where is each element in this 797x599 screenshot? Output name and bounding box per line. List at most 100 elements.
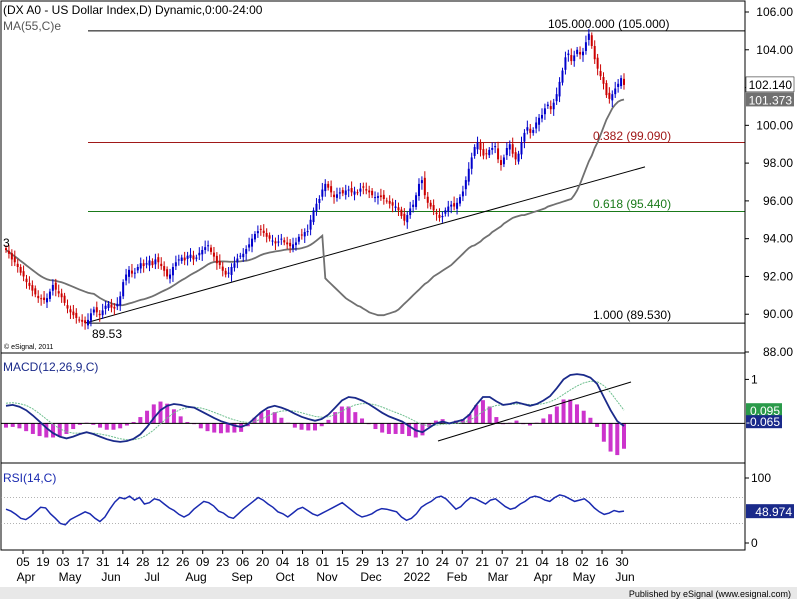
fib-382-label: 0.382 (99.090): [593, 129, 671, 143]
candle-body: [92, 309, 95, 313]
candle-body: [573, 55, 576, 62]
ma-last-tag: [746, 92, 794, 107]
date-day-label: 16: [595, 555, 609, 569]
candle-body: [81, 319, 84, 322]
candle-body: [374, 197, 377, 199]
candle-body: [543, 108, 546, 115]
candle-body: [376, 196, 379, 198]
date-day-label: 29: [356, 555, 370, 569]
date-day-label: 15: [336, 555, 350, 569]
macd-hist-bar: [373, 423, 378, 430]
candle-body: [529, 128, 532, 133]
candle-body: [151, 261, 154, 266]
candle-body: [429, 202, 432, 207]
candle-body: [321, 189, 324, 197]
candle-body: [502, 157, 505, 165]
candle-body: [204, 247, 207, 250]
macd-hist-bar: [118, 423, 123, 429]
candle-body: [602, 76, 605, 84]
candle-body: [567, 53, 570, 56]
macd-hist-bar: [487, 406, 492, 424]
macd-hist-bar: [433, 420, 438, 424]
low-price-label: 89.53: [92, 327, 122, 341]
candle-body: [198, 252, 201, 256]
candle-body: [517, 153, 520, 162]
date-day-label: 12: [156, 555, 170, 569]
date-day-label: 06: [236, 555, 250, 569]
candle-body: [614, 88, 617, 95]
candle-body: [78, 319, 81, 321]
candle-body: [169, 274, 172, 279]
candle-body: [461, 191, 464, 197]
candle-body: [371, 190, 374, 196]
candle-body: [227, 272, 230, 274]
candle-body: [417, 183, 420, 196]
candle-body: [51, 284, 54, 291]
macd-hist-bar: [259, 412, 264, 424]
macd-hist-bar: [494, 417, 499, 424]
candle-body: [139, 263, 142, 269]
candle-body: [245, 249, 248, 254]
candle-body: [265, 233, 268, 237]
candle-body: [119, 296, 122, 306]
candle-body: [400, 209, 403, 216]
candle-body: [251, 238, 254, 247]
macd-hist-bar: [71, 423, 76, 430]
candle-body: [133, 272, 136, 274]
candle-body: [309, 219, 312, 230]
date-month-label: 2022: [404, 570, 431, 584]
rsi-tick-label: 100: [751, 471, 771, 485]
candle-body: [605, 83, 608, 96]
candle-body: [499, 160, 502, 165]
edge-label: 3: [3, 236, 10, 250]
candle-body: [464, 180, 467, 190]
date-month-label: Jun: [615, 570, 634, 584]
candle-body: [148, 260, 151, 266]
candle-body: [497, 148, 500, 160]
rsi-guide-lines: [1, 497, 745, 524]
date-day-label: 28: [136, 555, 150, 569]
candle-body: [549, 106, 552, 110]
macd-hist-bar: [346, 406, 351, 424]
macd-hist-bar: [212, 423, 217, 433]
macd-hist-bar: [44, 423, 49, 438]
candle-body: [289, 242, 292, 247]
price-panel[interactable]: 105.000.000 (105.000) 0.382 (99.090) 0.6…: [0, 0, 746, 354]
candle-body: [306, 231, 309, 233]
candle-body: [128, 269, 131, 277]
candle-body: [136, 267, 139, 271]
macd-hist-bar: [124, 423, 129, 426]
macd-hist-bar: [151, 404, 156, 424]
macd-hist-bar: [319, 423, 324, 427]
candle-body: [89, 313, 92, 321]
price-tick-label: 90.00: [763, 307, 793, 321]
macd-hist-bar: [91, 423, 96, 425]
candle-body: [236, 258, 239, 263]
candle-body: [69, 309, 72, 313]
candle-body: [538, 117, 541, 125]
macd-hist-bar: [574, 404, 579, 424]
candle-body: [344, 190, 347, 195]
rsi-line: [5, 494, 625, 526]
date-day-label: 21: [476, 555, 490, 569]
macd-signal-line: [5, 380, 625, 441]
macd-hist-bar: [360, 418, 365, 424]
candle-body: [327, 183, 330, 188]
candle-body: [456, 202, 459, 209]
macd-hist-bar: [601, 423, 606, 442]
price-trendline: [84, 166, 646, 324]
candle-body: [201, 250, 204, 255]
macd-hist-bar: [218, 423, 223, 434]
candle-body: [494, 146, 497, 148]
candle-body: [54, 282, 57, 290]
candle-body: [485, 153, 488, 155]
price-trendline-path: [84, 166, 646, 324]
macd-hist-bar: [615, 423, 620, 456]
macd-hist-bar: [581, 410, 586, 424]
date-axis[interactable]: 05 19 03 17 31 14 28 12 26 09 23 06 20 04 18 01 15 29 13 27…: [1, 549, 745, 584]
macd-panel[interactable]: MACD(12,26,9,C): [0, 352, 746, 464]
candle-body: [318, 199, 321, 203]
footer-bar: [0, 587, 797, 599]
date-day-label: 19: [36, 555, 50, 569]
candle-body: [415, 195, 418, 207]
